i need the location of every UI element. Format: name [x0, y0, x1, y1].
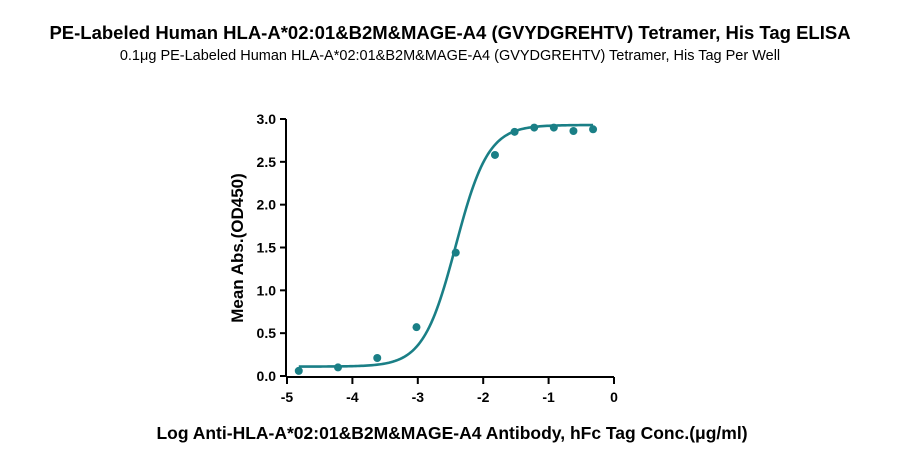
data-point [412, 323, 421, 332]
x-tick-label: -5 [281, 389, 294, 405]
x-tick-label: 0 [610, 389, 618, 405]
chart-subtitle: 0.1μg PE-Labeled Human HLA-A*02:01&B2M&M… [119, 48, 781, 64]
fit-curve [298, 123, 594, 368]
data-point [334, 363, 343, 372]
x-tick-label: -4 [346, 389, 359, 405]
fit-curve-layer [298, 123, 594, 368]
data-point [589, 125, 598, 134]
y-tick-label: 0.0 [257, 368, 277, 384]
y-axis-title: Mean Abs.(OD450) [228, 173, 247, 323]
y-tick-label: 1.5 [257, 240, 277, 256]
data-point [569, 126, 578, 135]
y-tick-label: 2.5 [257, 154, 277, 170]
x-tick-label: -1 [542, 389, 555, 405]
chart-title: PE-Labeled Human HLA-A*02:01&B2M&MAGE-A4… [49, 22, 851, 43]
data-point [294, 366, 303, 375]
data-point [549, 123, 558, 132]
x-tick-label: -2 [477, 389, 490, 405]
x-tick-label: -3 [412, 389, 425, 405]
axes: 0.0 0.5 1.0 1.5 2.0 2.5 3.0 -5 -4 -3 -2 -1 0 [257, 111, 619, 405]
y-tick-label: 1.0 [257, 282, 277, 298]
y-tick-label: 3.0 [257, 111, 277, 127]
data-point [451, 248, 460, 257]
data-points-layer [294, 123, 598, 375]
x-axis-title: Log Anti-HLA-A*02:01&B2M&MAGE-A4 Antibod… [156, 423, 747, 443]
data-point [510, 127, 519, 136]
data-point [373, 354, 382, 363]
data-point [530, 123, 539, 132]
y-tick-label: 0.5 [257, 325, 277, 341]
data-point [490, 150, 499, 159]
y-tick-label: 2.0 [257, 197, 277, 213]
